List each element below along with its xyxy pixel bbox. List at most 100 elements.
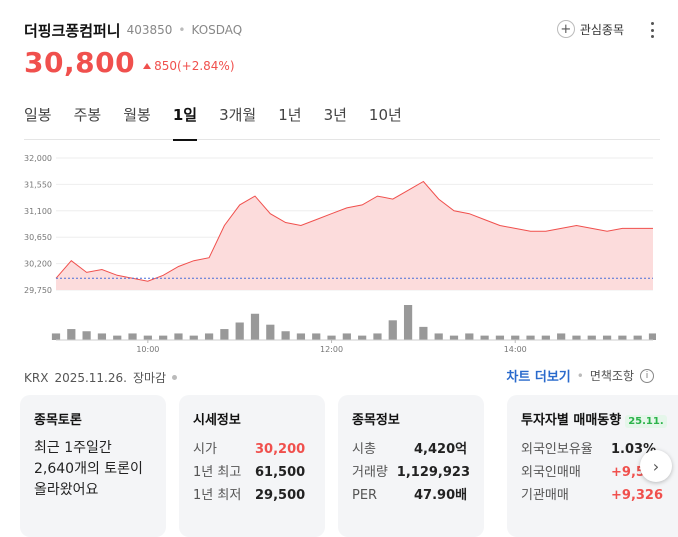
tab-3-months[interactable]: 3개월 xyxy=(219,106,257,124)
x-tick-label: 10:00 xyxy=(136,345,159,354)
volume-bar xyxy=(342,333,351,340)
info-icon[interactable]: i xyxy=(640,368,654,383)
volume-bar xyxy=(67,329,76,340)
separator-dot: • xyxy=(576,368,584,383)
chevron-right-icon: › xyxy=(652,456,660,476)
volume-bar xyxy=(587,335,596,340)
volume-bar xyxy=(82,331,91,340)
kv-key: 시가 xyxy=(193,442,217,457)
volume-bar xyxy=(449,335,459,340)
kv-value: +9,5 xyxy=(611,465,645,480)
tab-weekly-candle[interactable]: 주봉 xyxy=(73,106,102,124)
discussion-text: 최근 1주일간 2,640개의 토론이 올라왔어요 xyxy=(34,440,143,498)
info-cards: 종목토론 최근 1주일간 2,640개의 토론이 올라왔어요 시세정보 시가 30… xyxy=(20,395,678,537)
volume-bar xyxy=(174,333,183,340)
volume-bar xyxy=(204,333,214,340)
volume-bar xyxy=(128,333,137,340)
company-name[interactable]: 더핑크퐁컴퍼니 xyxy=(24,21,121,40)
tab-monthly-candle[interactable]: 월봉 xyxy=(123,106,151,124)
stock-code: 403850 xyxy=(126,23,173,37)
volume-bar xyxy=(327,335,336,340)
volume-bar xyxy=(511,335,520,340)
market-info-card[interactable]: 시세정보 시가 30,200 1년 최고 61,500 1년 최저 29,500 xyxy=(179,395,325,537)
volume-bar xyxy=(189,335,198,340)
volume-bar xyxy=(143,335,152,340)
volume-bar xyxy=(220,329,229,340)
card-title: 투자자별 매매동향 25.11. xyxy=(521,409,678,428)
card-title-text: 투자자별 매매동향 xyxy=(521,413,622,428)
kv-key: PER xyxy=(352,488,378,503)
year-high-row: 1년 최고 61,500 xyxy=(193,461,311,484)
volume-bar xyxy=(618,335,627,340)
tab-1-day[interactable]: 1일 xyxy=(172,100,198,141)
kv-key: 시총 xyxy=(352,442,376,457)
volume-bar xyxy=(495,335,505,340)
chart-more-link[interactable]: 차트 더보기 xyxy=(506,370,571,385)
institution-trade-row: 기관매매 +9,326 xyxy=(521,484,678,507)
kv-key: 1년 최저 xyxy=(193,488,242,503)
volume-bar xyxy=(419,326,428,340)
x-tick-label: 12:00 xyxy=(320,345,343,354)
card-title: 종목토론 xyxy=(34,413,82,428)
volume-bar xyxy=(480,335,489,340)
volume-bar xyxy=(541,335,550,340)
period-tabs: 일봉 주봉 월봉 1일 3개월 1년 3년 10년 xyxy=(24,100,660,141)
volume-bar xyxy=(97,333,107,340)
volume-bar xyxy=(250,313,260,340)
stock-info-card[interactable]: 종목정보 시총 4,420억 거래량 1,129,923 PER 47.90배 xyxy=(338,395,484,537)
volume-bar xyxy=(159,335,168,340)
kv-value: 61,500 xyxy=(255,465,306,480)
tab-daily-candle[interactable]: 일봉 xyxy=(24,106,52,124)
kv-value: 29,500 xyxy=(255,488,306,503)
y-tick-label: 32,000 xyxy=(24,154,52,163)
foreign-trade-row: 외국인매매 +9,5 xyxy=(521,461,678,484)
kv-key: 1년 최고 xyxy=(193,465,242,480)
exchange-label: KRX xyxy=(24,370,49,385)
tab-10-years[interactable]: 10년 xyxy=(368,106,402,124)
stock-header: 더핑크퐁컴퍼니 403850 • KOSDAQ 30,800 850(+2.84… xyxy=(24,18,662,88)
volume-bar xyxy=(296,333,306,340)
tab-1-year[interactable]: 1년 xyxy=(278,106,302,124)
kv-value: 1,129,923 xyxy=(396,465,470,480)
market-status: 장마감 xyxy=(132,371,167,385)
tab-3-years[interactable]: 3년 xyxy=(323,106,347,124)
per-row: PER 47.90배 xyxy=(352,484,470,507)
x-tick-label: 14:00 xyxy=(504,345,527,354)
y-tick-label: 30,200 xyxy=(24,260,52,269)
kv-key: 외국인보유율 xyxy=(521,442,593,457)
kv-key: 외국인매매 xyxy=(521,465,581,480)
kv-key: 거래량 xyxy=(352,465,388,480)
card-title: 종목정보 xyxy=(352,413,400,428)
kv-key: 기관매매 xyxy=(521,488,569,503)
volume-bar xyxy=(648,333,656,340)
price-area xyxy=(56,181,653,290)
volume-bar xyxy=(113,335,122,340)
open-price-row: 시가 30,200 xyxy=(193,438,311,461)
volume-bar xyxy=(434,333,443,340)
disclaimer-link[interactable]: 면책조항 xyxy=(589,369,634,383)
price-line xyxy=(55,180,653,282)
price-change: 850(+2.84%) xyxy=(143,58,235,73)
discussion-card[interactable]: 종목토론 최근 1주일간 2,640개의 토론이 올라왔어요 xyxy=(20,395,166,537)
plus-icon: + xyxy=(556,20,575,38)
volume-bar xyxy=(633,335,642,340)
kv-value: 4,420억 xyxy=(414,442,468,457)
y-tick-label: 30,650 xyxy=(24,233,52,242)
volume-bar xyxy=(602,335,612,340)
status-dot-icon xyxy=(172,375,178,380)
volume-bar xyxy=(235,322,244,340)
volume-bar xyxy=(557,333,566,340)
market-info-row: KRX 2025.11.26. 장마감 차트 더보기 • 면책조항 i xyxy=(24,366,654,386)
current-price: 30,800 xyxy=(24,46,136,79)
add-favorite-button[interactable]: + 관심종목 xyxy=(556,20,624,38)
intraday-price-chart[interactable]: 32,000 31,550 31,100 30,650 30,200 29,750 10:0… xyxy=(22,150,656,360)
more-menu-icon[interactable] xyxy=(646,22,658,38)
date-badge: 25.11. xyxy=(625,415,667,428)
up-arrow-icon xyxy=(143,62,152,69)
volume-bar xyxy=(281,331,290,340)
market-cap-row: 시총 4,420억 xyxy=(352,438,470,461)
volume-bar xyxy=(266,324,275,340)
y-tick-label: 31,550 xyxy=(24,180,52,189)
price-change-value: 850(+2.84%) xyxy=(154,58,235,73)
next-card-button[interactable]: › xyxy=(640,450,672,482)
